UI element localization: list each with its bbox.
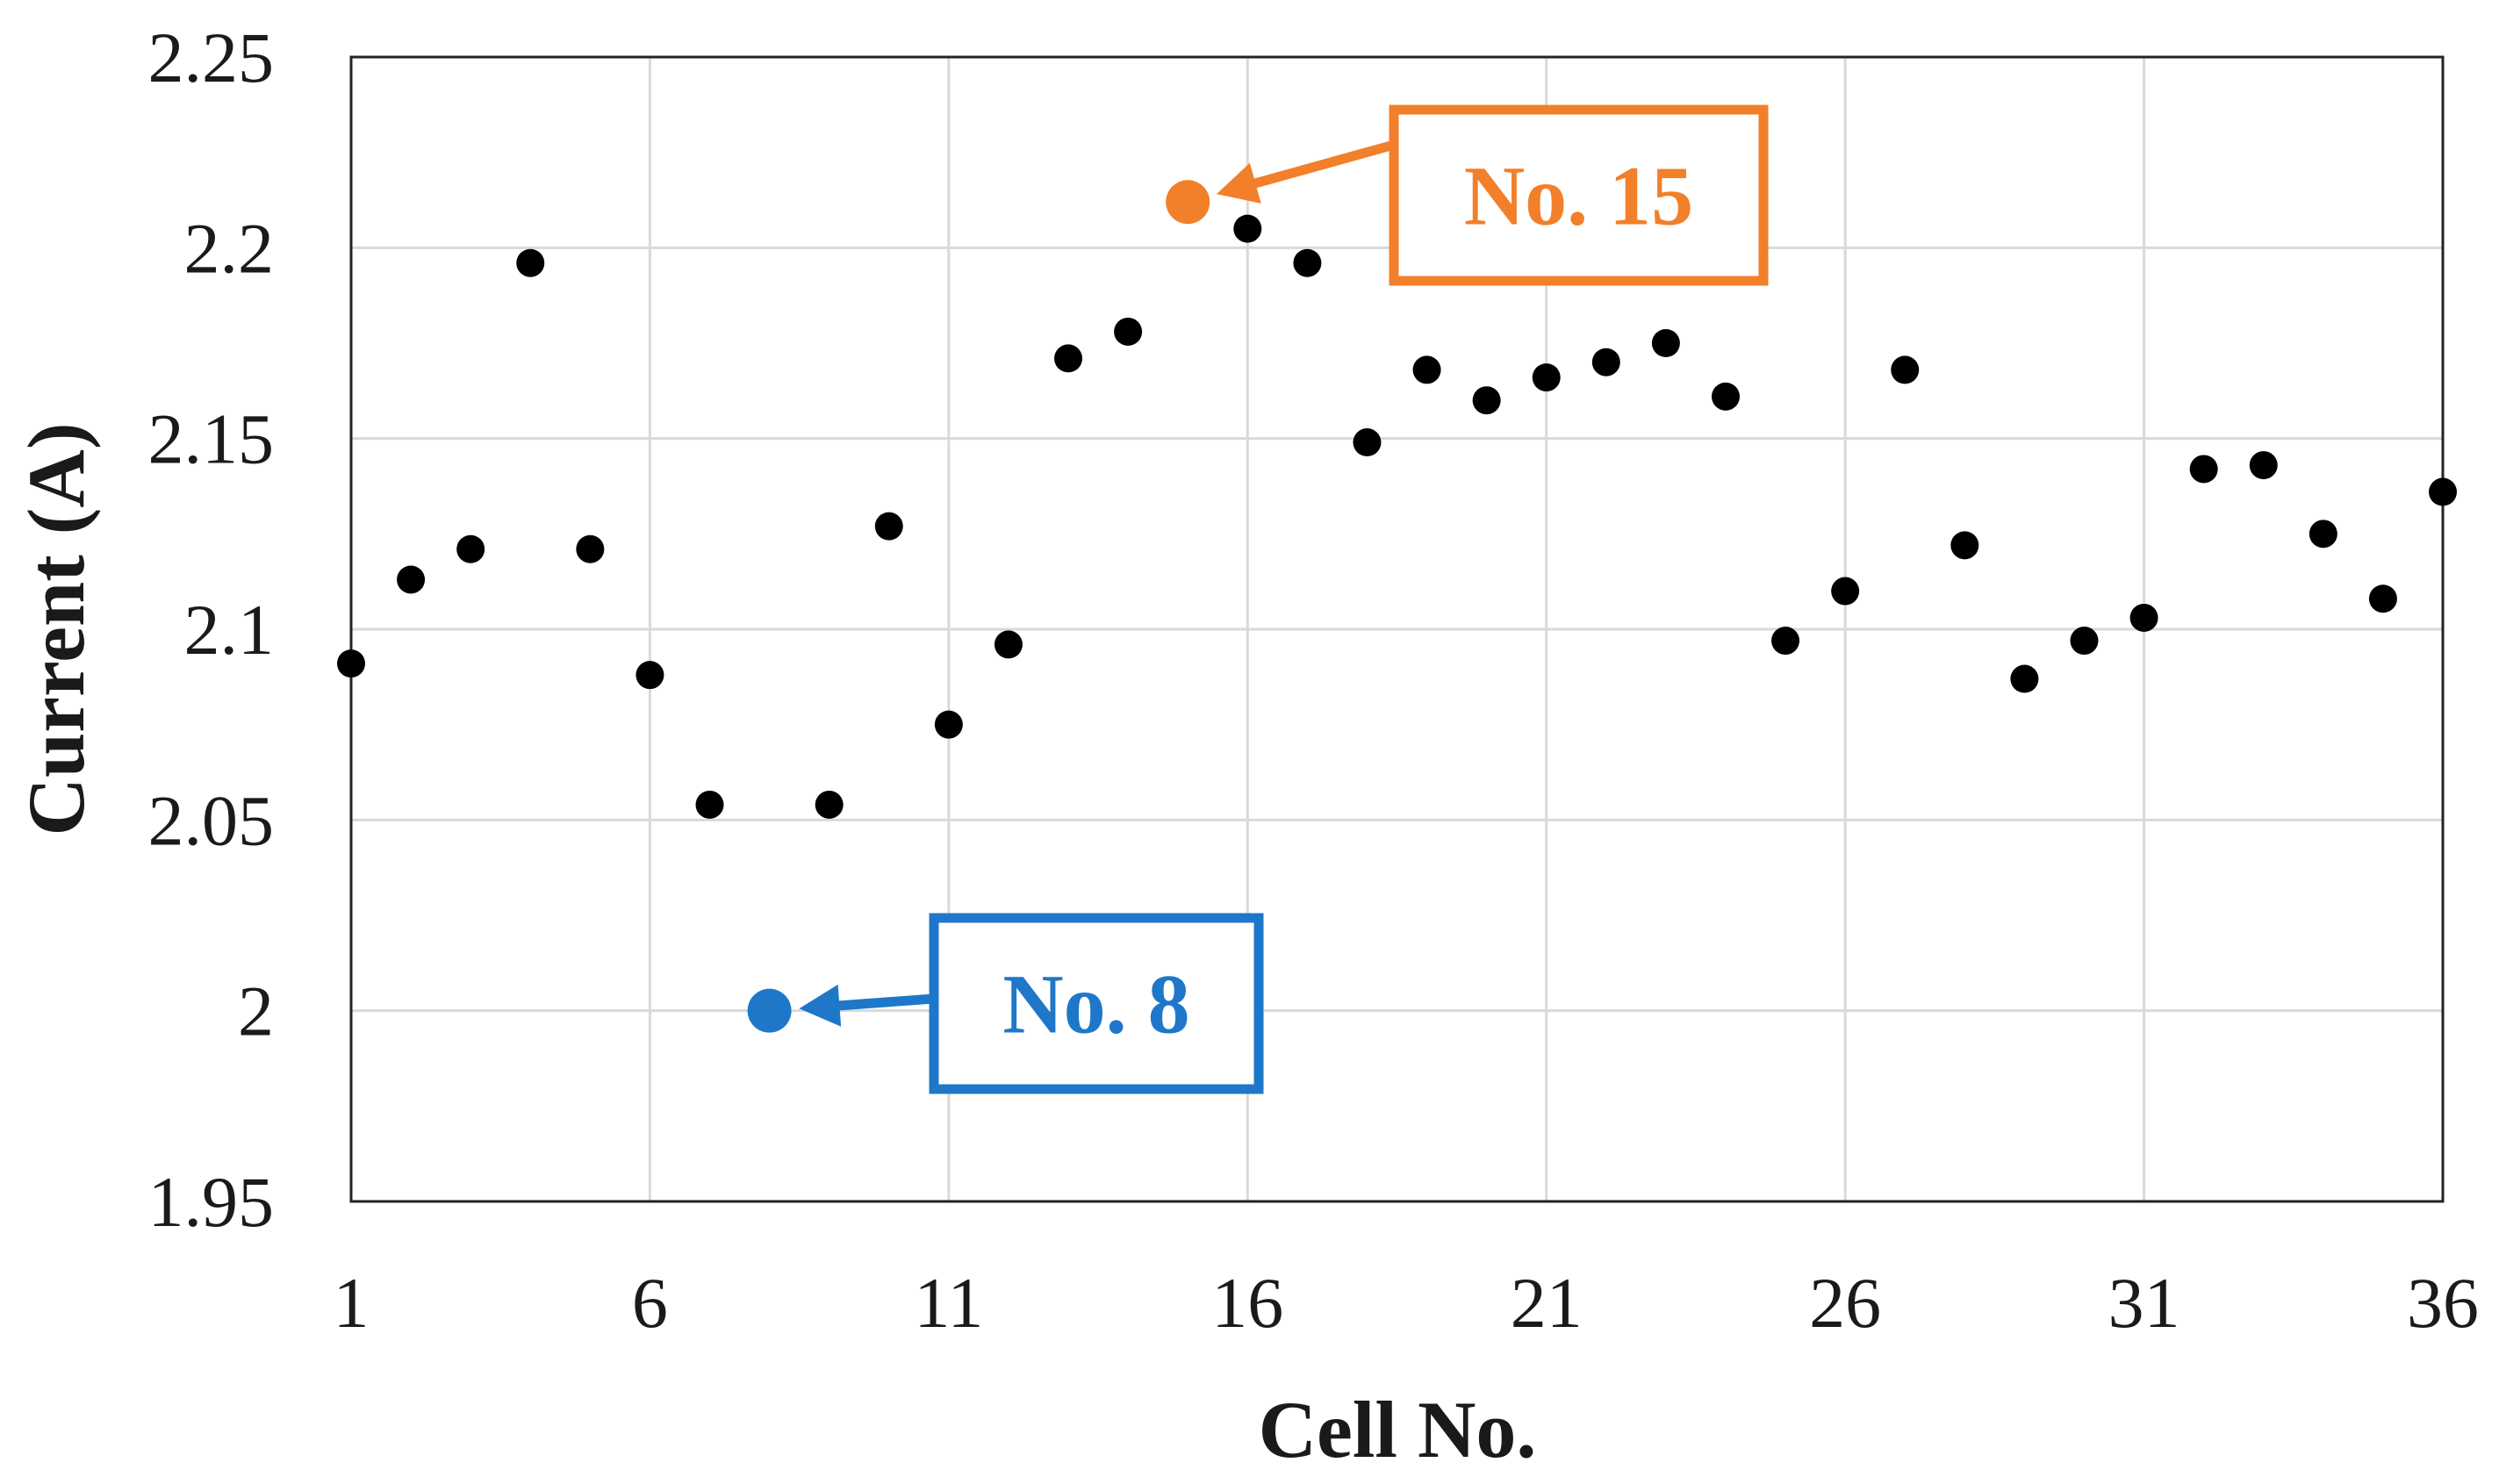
callout-arrow-head	[799, 984, 842, 1027]
data-point	[1353, 428, 1382, 457]
data-point	[456, 534, 485, 563]
x-axis-title: Cell No.	[1259, 1385, 1537, 1474]
callout-box-no-8	[929, 913, 1264, 1094]
data-point	[1711, 382, 1740, 411]
x-tick-label: 31	[2108, 1263, 2180, 1343]
callouts: No. 15 No. 8	[747, 104, 1769, 1094]
callout-arrow-head	[1216, 162, 1261, 204]
data-point	[2010, 664, 2039, 693]
data-point	[815, 790, 844, 819]
data-point	[874, 512, 903, 541]
data-point	[2368, 584, 2397, 613]
data-point	[1412, 355, 1441, 384]
data-point	[2309, 520, 2337, 548]
data-point	[1950, 531, 1979, 560]
data-point	[1651, 329, 1680, 357]
x-tick-labels: 1 6 11 16 21 26 31 36	[334, 1263, 2480, 1343]
data-point	[576, 534, 605, 563]
plot-frame	[349, 55, 2445, 1203]
y-tick-label: 2.05	[148, 780, 275, 860]
data-point	[516, 248, 545, 277]
data-point	[994, 630, 1023, 659]
data-point	[2429, 477, 2457, 506]
callout-arrow-line	[834, 993, 939, 1011]
data-point	[636, 661, 664, 690]
highlight-point-no-15	[1166, 180, 1210, 225]
callout-arrow-line	[1250, 140, 1399, 189]
data-point	[1891, 355, 1920, 384]
data-point	[337, 649, 365, 678]
x-tick-label: 1	[334, 1263, 370, 1343]
x-tick-label: 6	[632, 1263, 668, 1343]
data-point	[1293, 248, 1322, 277]
data-point	[1054, 344, 1083, 373]
data-point	[2189, 455, 2218, 484]
y-tick-label: 2.2	[184, 208, 275, 288]
callout-label-no-8: No. 8	[1002, 957, 1189, 1051]
y-tick-label: 2	[238, 971, 274, 1051]
y-tick-label: 2.25	[148, 18, 275, 97]
data-point	[2249, 451, 2278, 480]
x-tick-label: 16	[1211, 1263, 1283, 1343]
data-point	[2129, 603, 2158, 632]
callout-box-no-15	[1389, 104, 1769, 286]
data-point	[1771, 627, 1800, 656]
data-point	[934, 710, 963, 739]
data-points	[337, 214, 2457, 819]
data-point	[695, 790, 724, 819]
y-tick-label: 2.15	[148, 399, 275, 479]
x-tick-label: 26	[1809, 1263, 1881, 1343]
y-tick-label: 1.95	[148, 1162, 275, 1242]
y-axis-title: Current (A)	[11, 423, 101, 836]
x-tick-label: 21	[1511, 1263, 1583, 1343]
data-point	[1591, 348, 1620, 376]
highlight-point-no-8	[747, 988, 792, 1033]
data-point	[397, 565, 426, 594]
data-point	[1472, 386, 1501, 415]
y-tick-labels: 1.95 2 2.05 2.1 2.15 2.2 2.25	[148, 18, 275, 1242]
data-point	[1532, 363, 1561, 392]
x-tick-label: 11	[914, 1263, 983, 1343]
data-point	[1831, 577, 1860, 606]
data-point	[1233, 214, 1262, 243]
x-tick-label: 36	[2407, 1263, 2479, 1343]
y-tick-label: 2.1	[184, 590, 275, 670]
callout-label-no-15: No. 15	[1464, 149, 1693, 243]
data-point	[1114, 317, 1143, 346]
data-point	[2070, 627, 2099, 656]
